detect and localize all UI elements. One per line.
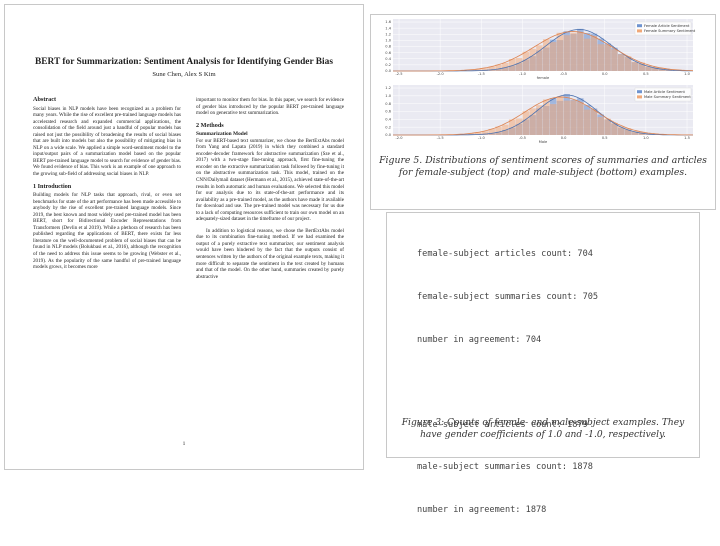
- male-chart-summary-bar: [557, 96, 563, 135]
- count-line: [417, 375, 598, 389]
- male-chart-summary-bar: [495, 127, 501, 135]
- female-chart-x-tick-label: -0.5: [560, 72, 567, 76]
- methods-text-continued: In addition to logistical reasons, we ch…: [196, 228, 344, 280]
- male-chart-x-axis-label: Male: [539, 140, 548, 144]
- male-chart-y-tick-label: 1.0: [385, 94, 391, 98]
- male-chart-x-tick-label: 1.5: [684, 136, 690, 140]
- male-chart-y-tick-label: 0.8: [385, 102, 391, 106]
- male-chart-summary-bar: [563, 101, 569, 135]
- introduction-heading: 1 Introduction: [33, 184, 181, 191]
- female-chart-x-tick-label: -1.5: [478, 72, 485, 76]
- count-line: female-subject articles count: 704: [417, 247, 598, 261]
- female-chart-summary-bar: [611, 49, 617, 71]
- male-chart-y-tick-label: 0.2: [385, 125, 391, 129]
- abstract-text: Social biases in NLP models have been re…: [33, 106, 181, 178]
- female-chart-y-tick-label: 0.8: [385, 45, 391, 49]
- continued-text: important to monitor them for bias. In t…: [196, 97, 344, 117]
- female-chart-summary-bar: [584, 39, 590, 71]
- male-chart-y-tick-label: 1.2: [385, 86, 391, 90]
- male-chart-legend-entry: Male Article Sentiment: [644, 90, 685, 94]
- figure3-caption: Figure 3: Counts of female- and male-sub…: [391, 417, 695, 441]
- male-chart-y-tick-label: 0.6: [385, 110, 391, 114]
- male-chart-legend-swatch: [637, 95, 642, 98]
- male-chart-summary-bar: [516, 118, 522, 135]
- page-number: 1: [5, 441, 363, 447]
- male-chart-x-tick-label: 1.0: [643, 136, 649, 140]
- male-chart-x-tick-label: 0.0: [561, 136, 567, 140]
- female-chart-legend-entry: Female Summary Sentiment: [644, 29, 696, 33]
- introduction-text: Building models for NLP tasks that appro…: [33, 192, 181, 271]
- count-line: female-subject summaries count: 705: [417, 290, 598, 304]
- male-chart-y-tick-label: 0.0: [385, 133, 391, 137]
- male-chart-summary-bar: [591, 109, 597, 135]
- methods-heading: 2 Methods: [196, 123, 344, 130]
- female-chart-y-tick-label: 0.4: [385, 57, 391, 61]
- figure5-panel: -2.5 -2.0 -1.5 -1.0 -0.5 0.0 0.5 1.0 0.0 0.2 0.4 0.…: [370, 14, 716, 210]
- male-chart-legend-entry: Male Summary Sentiment: [644, 95, 691, 99]
- female-chart-summary-bar: [516, 58, 522, 71]
- figure3-panel: female-subject articles count: 704 femal…: [386, 212, 700, 458]
- male-chart-summary-bar: [584, 110, 590, 135]
- female-chart-summary-bar: [523, 52, 529, 71]
- female-chart-summary-bar: [604, 45, 610, 71]
- left-column: Abstract Social biases in NLP models hav…: [33, 97, 181, 276]
- female-chart-y-tick-label: 0.0: [385, 69, 391, 73]
- male-chart-summary-bar: [604, 119, 610, 135]
- female-chart-y-tick-label: 0.2: [385, 63, 391, 67]
- female-chart-summary-bar: [577, 32, 583, 71]
- female-chart-x-tick-label: -2.5: [395, 72, 402, 76]
- abstract-heading: Abstract: [33, 97, 181, 104]
- female-chart-summary-bar: [557, 33, 563, 71]
- male-chart-y-tick-label: 0.4: [385, 118, 391, 122]
- male-chart-summary-bar: [577, 102, 583, 135]
- female-chart-x-tick-label: -2.0: [437, 72, 445, 76]
- count-line: male-subject summaries count: 1878: [417, 460, 598, 474]
- female-chart-legend-swatch: [637, 24, 642, 27]
- male-chart-x-tick-label: -1.5: [437, 136, 444, 140]
- male-chart-legend-swatch: [637, 90, 642, 93]
- male-chart-summary-bar: [550, 104, 556, 135]
- female-chart-x-tick-label: 0.5: [643, 72, 649, 76]
- count-line: number in agreement: 1878: [417, 503, 598, 517]
- male-chart-summary-bar: [570, 100, 576, 135]
- methods-text: For our BERT-based text summarizer, we c…: [196, 138, 344, 223]
- female-chart-x-tick-label: 1.0: [684, 72, 690, 76]
- figure5-histograms: -2.5 -2.0 -1.5 -1.0 -0.5 0.0 0.5 1.0 0.0 0.2 0.4 0.…: [371, 15, 715, 153]
- paper-page: BERT for Summarization: Sentiment Analys…: [4, 4, 364, 470]
- female-chart-y-tick-label: 1.2: [385, 32, 391, 36]
- male-chart-summary-bar: [598, 117, 604, 135]
- female-chart-y-tick-label: 1.6: [385, 20, 391, 24]
- paper-title: BERT for Summarization: Sentiment Analys…: [5, 57, 363, 67]
- female-chart-x-axis-label: female: [537, 76, 550, 80]
- male-chart-x-tick-label: -2.0: [395, 136, 403, 140]
- male-chart-summary-bar: [523, 111, 529, 135]
- male-chart-x-tick-label: 0.5: [602, 136, 608, 140]
- female-chart-y-tick-label: 1.4: [385, 26, 391, 30]
- female-chart-x-tick-label: 0.0: [602, 72, 608, 76]
- female-chart-legend-entry: Female Article Sentiment: [644, 24, 690, 28]
- male-chart-x-tick-label: -1.0: [478, 136, 486, 140]
- figure5-caption: Figure 5. Distributions of sentiment sco…: [375, 155, 711, 179]
- female-chart-y-tick-label: 1.0: [385, 39, 391, 43]
- female-chart-summary-bar: [563, 35, 569, 71]
- male-chart-summary-bar: [536, 105, 542, 135]
- female-chart-legend-swatch: [637, 29, 642, 32]
- female-chart-x-tick-label: -1.0: [519, 72, 527, 76]
- female-chart-summary-bar: [632, 62, 638, 71]
- right-column: important to monitor them for bias. In t…: [196, 97, 344, 285]
- female-chart-summary-bar: [591, 36, 597, 71]
- female-chart-y-tick-label: 0.6: [385, 51, 391, 55]
- female-chart-summary-bar: [529, 49, 535, 71]
- count-line: number in agreement: 704: [417, 333, 598, 347]
- male-chart-x-tick-label: -0.5: [519, 136, 526, 140]
- paper-authors: Sune Chen, Alex S Kim: [5, 71, 363, 78]
- female-chart-summary-bar: [598, 44, 604, 71]
- female-chart-summary-bar: [550, 42, 556, 71]
- figure3-counts-output: female-subject articles count: 704 femal…: [417, 219, 598, 546]
- female-chart-summary-bar: [570, 33, 576, 71]
- female-chart-summary-bar: [618, 54, 624, 71]
